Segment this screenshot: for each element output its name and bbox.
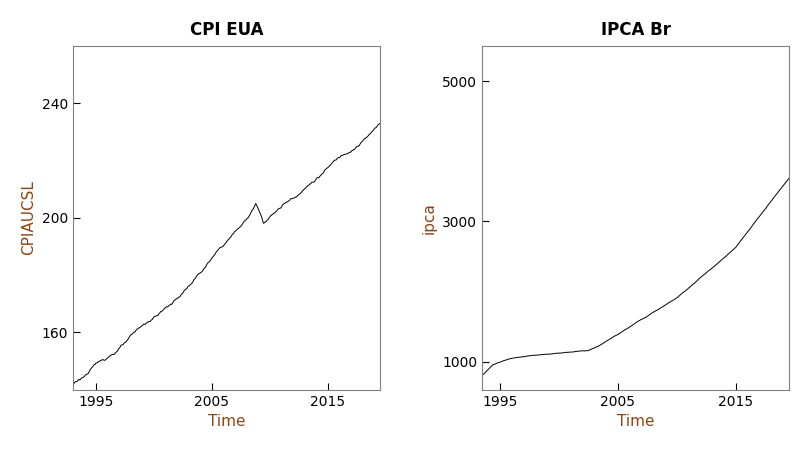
X-axis label: Time: Time — [207, 414, 245, 429]
Title: CPI EUA: CPI EUA — [190, 21, 263, 39]
Y-axis label: CPIAUCSL: CPIAUCSL — [21, 180, 36, 255]
Title: IPCA Br: IPCA Br — [600, 21, 671, 39]
X-axis label: Time: Time — [617, 414, 654, 429]
Y-axis label: ipca: ipca — [421, 202, 437, 234]
